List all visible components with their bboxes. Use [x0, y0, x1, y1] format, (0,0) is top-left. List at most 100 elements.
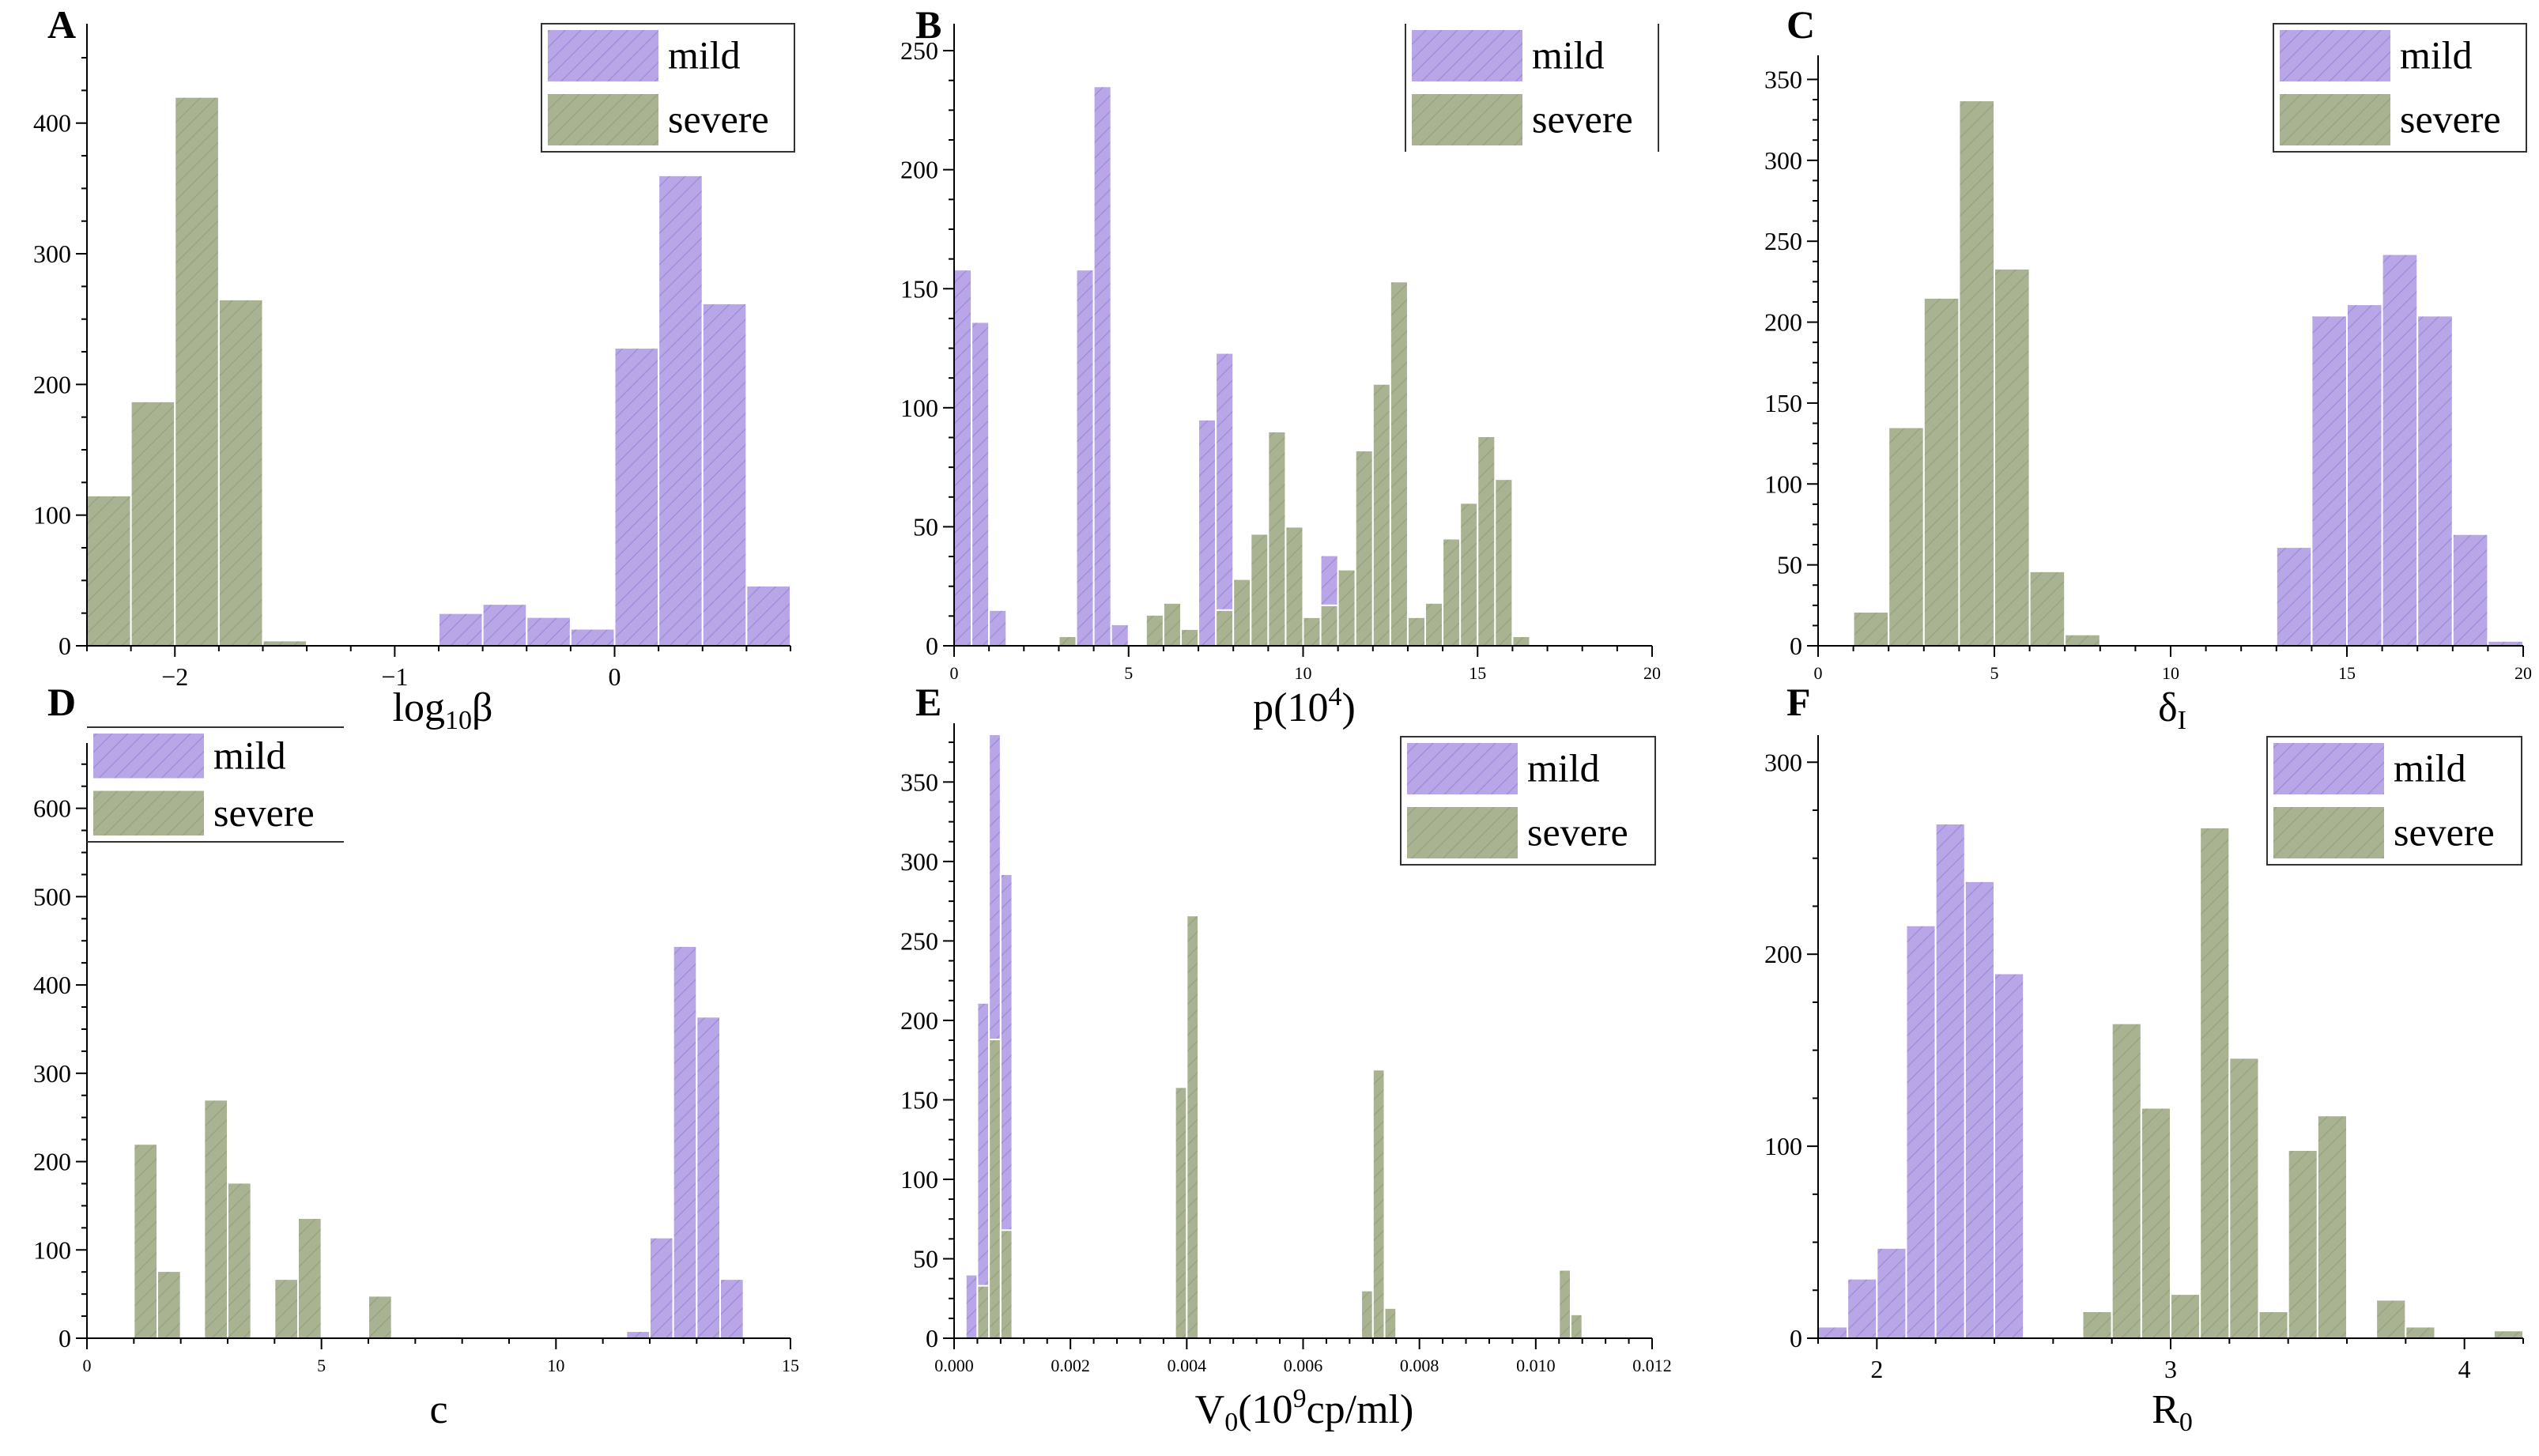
y-tick-label: 0 — [926, 632, 938, 660]
bar-severe — [1383, 1307, 1398, 1339]
bar-severe — [1558, 1269, 1571, 1339]
bar-mild — [1198, 418, 1217, 647]
legend: mild severe — [1405, 24, 1659, 152]
y-tick-label: 200 — [1764, 308, 1802, 337]
bar-severe — [2028, 570, 2066, 647]
x-axis-label: R0 — [2152, 1387, 2193, 1437]
series-severe — [133, 1099, 463, 1340]
bar-severe — [988, 1039, 1002, 1339]
bar-severe — [203, 1099, 229, 1339]
legend-label-mild: mild — [2394, 746, 2466, 790]
x-tick-label: −1 — [381, 662, 408, 691]
y-tick-label: 600 — [33, 794, 71, 823]
x-tick-label: 15 — [782, 1356, 799, 1375]
bar-severe — [1186, 915, 1200, 1339]
legend-swatch-mild — [93, 734, 204, 779]
y-tick-label: 400 — [33, 971, 71, 999]
bar-severe — [1267, 430, 1287, 647]
bar-mild — [1964, 880, 1995, 1340]
y-tick-label: 100 — [1764, 1132, 1802, 1160]
y-tick-label: 300 — [33, 240, 71, 268]
legend-label-mild: mild — [1532, 33, 1605, 77]
x-tick-label: 2 — [1870, 1355, 1883, 1383]
bar-severe — [1511, 635, 1531, 647]
bar-mild — [1075, 269, 1095, 647]
x-tick-label: 10 — [547, 1356, 564, 1375]
x-tick-label: 0.010 — [1516, 1356, 1556, 1375]
y-tick-label: 100 — [33, 1235, 71, 1264]
y-tick-label: 100 — [900, 1165, 938, 1194]
bar-mild — [2311, 315, 2348, 647]
y-tick-label: 350 — [1764, 65, 1802, 93]
bar-mild — [988, 609, 1008, 647]
legend-swatch-severe — [93, 790, 204, 836]
bar-severe — [2064, 633, 2101, 647]
y-tick-label: 350 — [900, 768, 938, 796]
x-tick-label: 15 — [1469, 663, 1486, 683]
y-tick-label: 200 — [900, 156, 938, 184]
bar-severe — [174, 96, 220, 647]
x-axis-label: p(104) — [1253, 682, 1356, 730]
x-tick-label: 0.002 — [1051, 1356, 1090, 1375]
series-severe — [86, 96, 352, 647]
x-axis-label: V0(109cp/ml) — [1195, 1384, 1414, 1437]
series-mild — [625, 945, 745, 1340]
y-tick-label: 100 — [33, 501, 71, 530]
bar-severe — [1442, 538, 1462, 647]
legend: mild severe — [1400, 736, 1656, 866]
bar-severe — [2140, 1107, 2171, 1339]
bar-severe — [1569, 1313, 1583, 1339]
bar-mild — [1876, 1247, 1907, 1339]
bar-severe — [274, 1278, 300, 1340]
bar-severe — [2199, 826, 2231, 1339]
bar-severe — [1888, 426, 1925, 647]
bar-severe — [2316, 1115, 2348, 1340]
bar-severe — [2287, 1149, 2318, 1339]
bar-severe — [1371, 383, 1391, 647]
bar-severe — [1922, 296, 1960, 647]
bar-mild — [649, 1236, 674, 1339]
y-tick-label: 300 — [900, 847, 938, 876]
bar-mild — [1817, 1326, 1849, 1339]
bar-mild — [526, 616, 572, 647]
y-tick-label: 500 — [33, 882, 71, 911]
bar-severe — [1162, 602, 1182, 647]
series-mild — [2275, 253, 2524, 647]
legend-label-mild: mild — [2400, 33, 2473, 77]
bar-mild — [1934, 823, 1966, 1340]
legend: mild severe — [2266, 736, 2522, 866]
x-tick-label: 5 — [1124, 663, 1133, 683]
bar-mild — [625, 1330, 651, 1339]
series-severe — [1058, 281, 1531, 647]
x-tick-label: 0 — [1814, 663, 1823, 683]
x-tick-label: 5 — [317, 1356, 326, 1375]
bar-mild — [701, 302, 748, 647]
bar-severe — [297, 1217, 323, 1339]
y-tick-label: 100 — [900, 394, 938, 422]
x-axis-label: c — [429, 1387, 447, 1432]
y-tick-label: 200 — [33, 370, 71, 398]
bar-mild — [613, 347, 660, 647]
bar-severe — [368, 1295, 393, 1339]
bar-mild — [953, 269, 973, 647]
panel-letter: D — [47, 680, 76, 724]
legend-swatch-mild — [2273, 743, 2384, 794]
legend-swatch-mild — [1412, 30, 1522, 81]
y-tick-label: 200 — [1764, 940, 1802, 968]
x-tick-label: 0 — [83, 1356, 92, 1375]
bar-severe — [1459, 502, 1479, 647]
panel-letter: B — [915, 2, 941, 47]
panel-E: 0 50 100 150 200 250 300 350 0.000 0.002 0.004 0.00… — [900, 680, 1672, 1437]
legend-label-mild: mild — [668, 33, 741, 77]
bar-severe — [1285, 526, 1304, 647]
bar-severe — [1232, 578, 1252, 647]
y-tick-label: 300 — [33, 1059, 71, 1088]
y-tick-label: 250 — [1764, 227, 1802, 255]
x-tick-label: −2 — [161, 662, 188, 691]
bar-severe — [1174, 1086, 1188, 1340]
y-tick-label: 200 — [33, 1148, 71, 1176]
